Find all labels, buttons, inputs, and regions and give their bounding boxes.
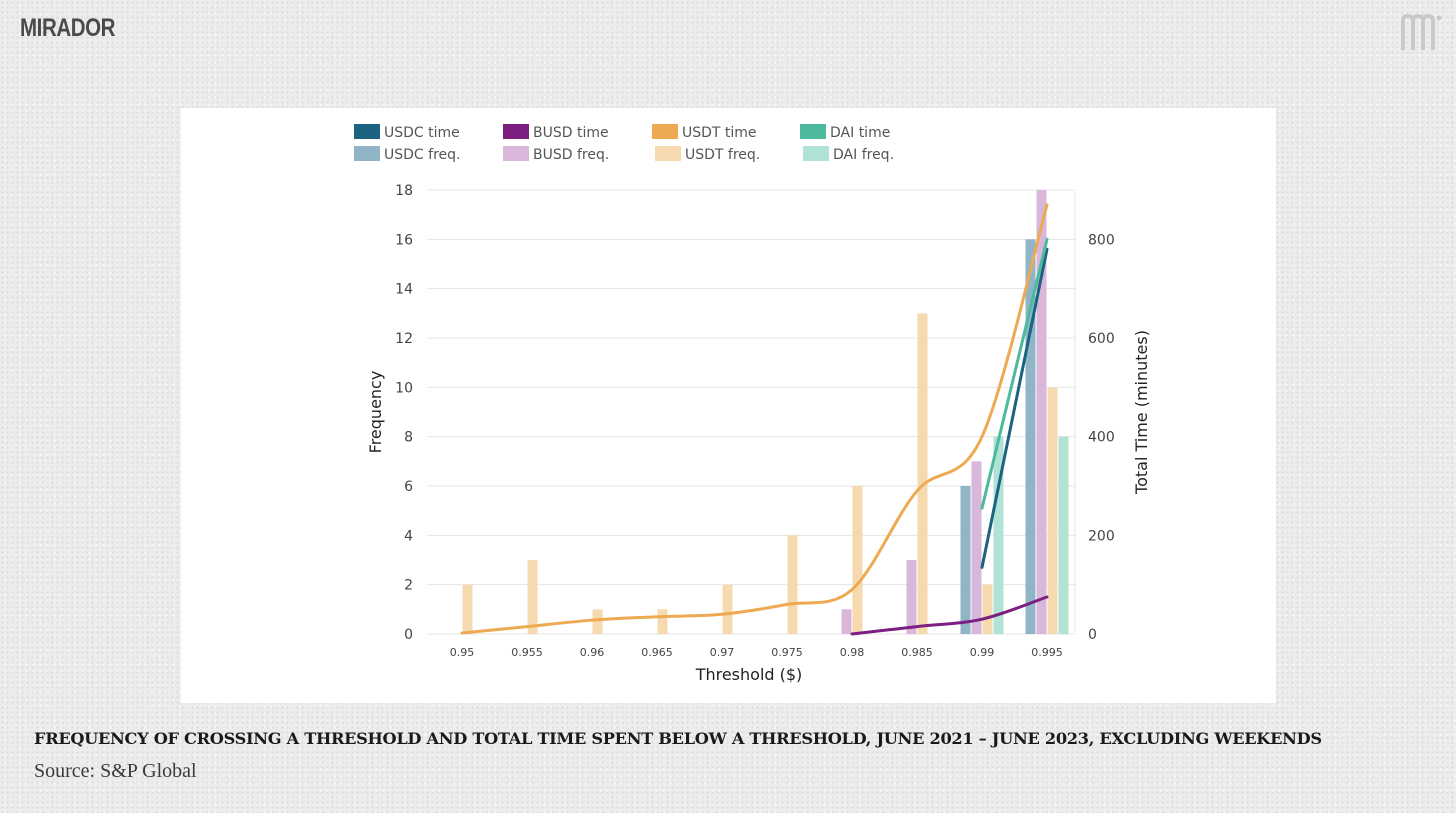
mirador-m-icon [1401,13,1442,50]
x-tick-label: 0.955 [511,646,543,659]
y2-tick-label: 200 [1088,528,1115,544]
legend-label: USDC freq. [384,147,460,163]
bar-busd-freq [1036,190,1047,634]
line-busd-time [850,595,1049,636]
line-dai-time [980,237,1049,510]
legend-swatch [655,146,681,161]
line-usdc-time [980,247,1049,569]
legend-label: USDT freq. [685,147,760,163]
y2-tick-label: 600 [1088,331,1115,347]
legend-swatch [803,146,829,161]
bar-dai-freq [993,436,1004,634]
bar-usdt-freq [982,584,993,634]
legend-label: USDT time [682,125,757,141]
bar-busd-freq [841,609,852,634]
bar-busd-freq [906,560,917,634]
chart-caption: FREQUENCY OF CROSSING A THRESHOLD AND TO… [34,729,1322,748]
legend-label: USDC time [384,125,460,141]
x-tick-label: 0.97 [710,646,735,659]
chart-source: Source: S&P Global [34,760,197,782]
y-tick-label: 4 [404,528,413,544]
y-tick-label: 10 [395,380,413,396]
bar-dai-freq [1058,436,1069,634]
bar-usdt-freq [527,560,538,634]
x-tick-label: 0.975 [771,646,803,659]
bar-usdt-freq [1047,387,1058,634]
legend-swatch [652,124,678,139]
y-axis-title: Frequency [366,371,385,454]
legend-swatch [354,124,380,139]
y-tick-label: 12 [395,331,413,347]
legend-label: BUSD time [533,125,609,141]
x-tick-label: 0.985 [901,646,933,659]
bar-usdt-freq [852,486,863,634]
y-tick-label: 18 [395,183,413,199]
legend-label: DAI time [830,125,890,141]
bar-usdt-freq [462,584,473,634]
legend-label: DAI freq. [833,147,894,163]
bar-busd-freq [971,461,982,634]
y-tick-label: 14 [395,282,413,298]
x-tick-label: 0.95 [450,646,475,659]
x-tick-label: 0.99 [970,646,995,659]
y-tick-label: 0 [404,627,413,643]
legend-label: BUSD freq. [533,147,609,163]
legend-swatch [503,124,529,139]
bar-usdt-freq [592,609,603,634]
legend-swatch [354,146,380,161]
y-tick-label: 6 [404,479,413,495]
mirador-logo: MIRADOR [20,14,116,42]
x-tick-label: 0.98 [840,646,865,659]
chart: 0 2 4 6 8 10 12 14 16 18 0 200 400 600 800 0.95 0.955 0.9… [354,124,1151,684]
bar-usdt-freq [917,313,928,634]
bar-usdt-freq [657,609,668,634]
x-tick-label: 0.96 [580,646,605,659]
line-usdt-time [460,203,1049,635]
y-tick-label: 2 [404,578,413,594]
bar-usdt-freq [787,535,798,634]
y-tick-label: 16 [395,232,413,248]
y2-tick-label: 400 [1088,430,1115,446]
x-tick-label: 0.965 [641,646,673,659]
y-tick-label: 8 [404,430,413,446]
x-tick-label: 0.995 [1031,646,1063,659]
y2-tick-label: 800 [1088,232,1115,248]
chart-panel: 0 2 4 6 8 10 12 14 16 18 0 200 400 600 800 0.95 0.955 0.9… [181,108,1276,703]
bar-usdc-freq [1025,239,1036,635]
y2-axis-title: Total Time (minutes) [1132,330,1151,495]
legend-swatch [503,146,529,161]
x-axis-title: Threshold ($) [695,665,803,684]
bar-usdc-freq [960,486,971,634]
bar-usdt-freq [722,584,733,634]
legend-swatch [800,124,826,139]
y2-tick-label: 0 [1088,627,1097,643]
